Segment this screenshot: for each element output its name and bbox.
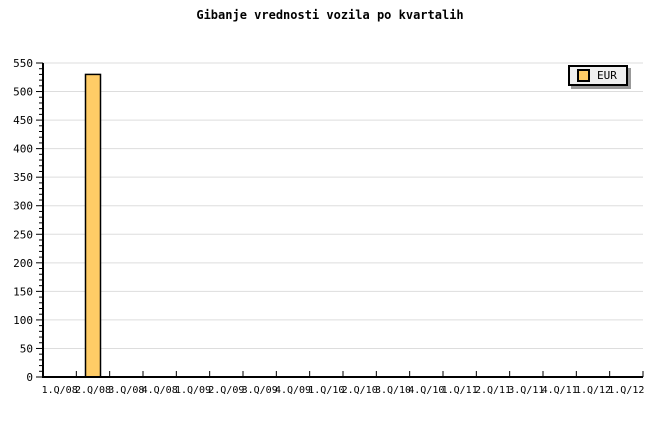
y-axis-label: 150 (13, 285, 33, 298)
chart-title: Gibanje vrednosti vozila po kvartalih (196, 8, 464, 22)
y-axis-label: 50 (20, 342, 33, 355)
y-axis-label: 500 (13, 86, 33, 99)
x-axis-label: 2.Q/08 (75, 385, 111, 396)
x-axis-label: 3.Q/10 (375, 385, 411, 396)
x-axis-label: 1.Q/12 (608, 385, 644, 396)
x-axis-label: 4.Q/10 (408, 385, 444, 396)
x-axis-label: 3.Q/09 (242, 385, 278, 396)
bar-2.Q/08 (84, 73, 102, 378)
x-axis-label: 3.Q/08 (108, 385, 144, 396)
x-axis-label: 2.Q/09 (208, 385, 244, 396)
x-axis-label: 4.Q/09 (275, 385, 311, 396)
x-axis-label: 1.Q/09 (175, 385, 211, 396)
x-axis-label: 1.Q/11 (442, 385, 478, 396)
x-axis-label: 1.Q/12 (575, 385, 611, 396)
legend-label: EUR (597, 69, 617, 82)
x-axis-label: 4.Q/08 (142, 385, 178, 396)
x-axis-label: 1.Q/10 (308, 385, 344, 396)
y-axis-label: 100 (13, 314, 33, 327)
y-axis-label: 350 (13, 171, 33, 184)
y-axis-label: 450 (13, 114, 33, 127)
legend-swatch-eur (577, 69, 590, 82)
x-axis-label: 4.Q/11 (542, 385, 578, 396)
x-axis-label: 2.Q/11 (475, 385, 511, 396)
x-axis-label: 2.Q/10 (342, 385, 378, 396)
y-axis-label: 300 (13, 200, 33, 213)
y-axis-label: 550 (13, 57, 33, 70)
x-axis-label: 1.Q/08 (42, 385, 78, 396)
legend: EUR (568, 65, 628, 86)
y-axis-label: 400 (13, 143, 33, 156)
y-axis-label: 250 (13, 228, 33, 241)
y-axis-label: 200 (13, 257, 33, 270)
x-axis-label: 3.Q/11 (508, 385, 544, 396)
y-axis-label: 0 (26, 371, 33, 384)
